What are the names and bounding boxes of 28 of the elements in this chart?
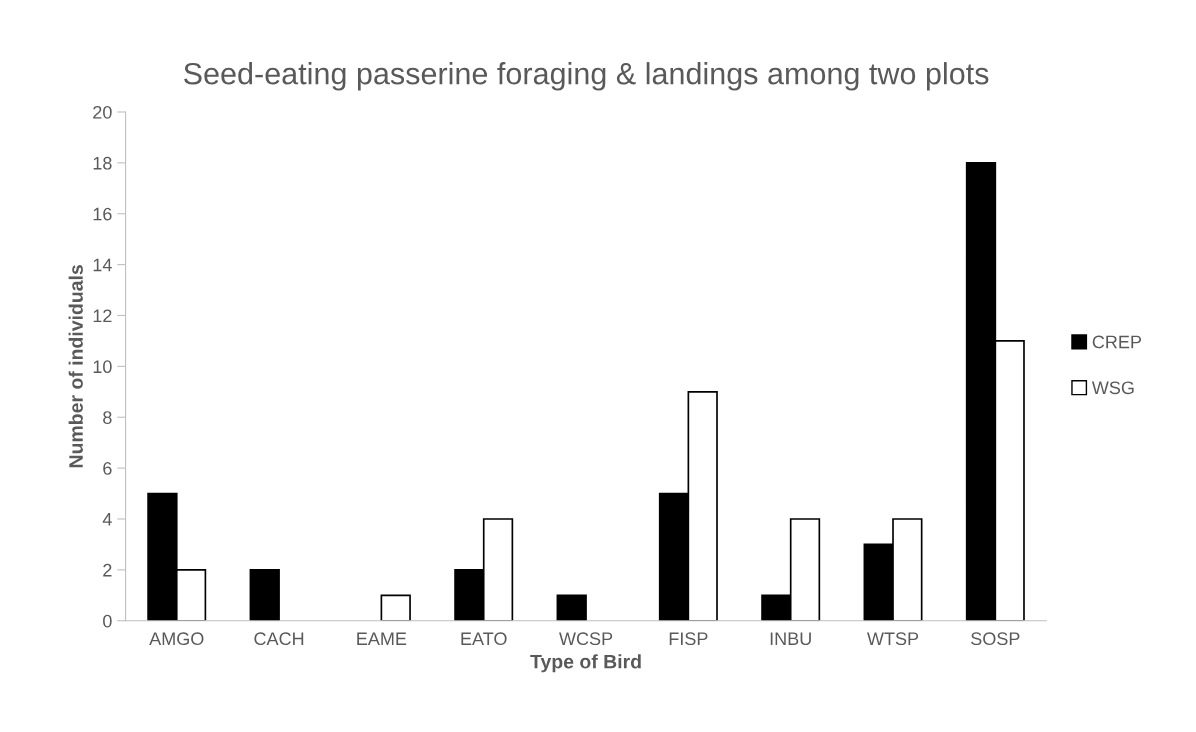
- y-tick-label: 10: [93, 360, 112, 374]
- chart-title: Seed-eating passerine foraging & landings among two plots: [184, 62, 989, 91]
- bar: [249, 569, 280, 621]
- x-tick-label: SOSP: [971, 632, 1020, 646]
- legend-label: CREP: [1092, 335, 1142, 349]
- y-tick-label: 18: [93, 156, 112, 170]
- y-tick-label: 4: [102, 513, 112, 526]
- x-tick-label: INBU: [770, 632, 811, 646]
- y-tick-label: 8: [103, 411, 112, 424]
- x-axis-title: Type of Bird: [530, 654, 641, 673]
- y-tick-label: 12: [93, 309, 112, 323]
- x-tick-label: FISP: [669, 632, 708, 646]
- y-tick-label: 0: [103, 614, 112, 628]
- x-tick-label: WCSP: [559, 632, 613, 646]
- bar: [380, 594, 411, 621]
- y-axis-title: Number of individuals: [68, 265, 83, 468]
- y-tick-label: 6: [103, 462, 112, 475]
- x-tick-label: EATO: [461, 632, 507, 646]
- y-tick-label: 20: [93, 105, 112, 119]
- legend-label: WSG: [1091, 381, 1134, 395]
- x-tick-label: CACH: [254, 632, 304, 646]
- x-tick-label: AMGO: [149, 632, 204, 646]
- x-tick-label: WTSP: [867, 632, 919, 646]
- y-tick-label: 14: [93, 258, 112, 272]
- x-tick-label: EAME: [357, 632, 407, 645]
- y-tick-label: 2: [103, 563, 112, 577]
- bar: [556, 594, 587, 621]
- y-tick-label: 16: [93, 207, 112, 221]
